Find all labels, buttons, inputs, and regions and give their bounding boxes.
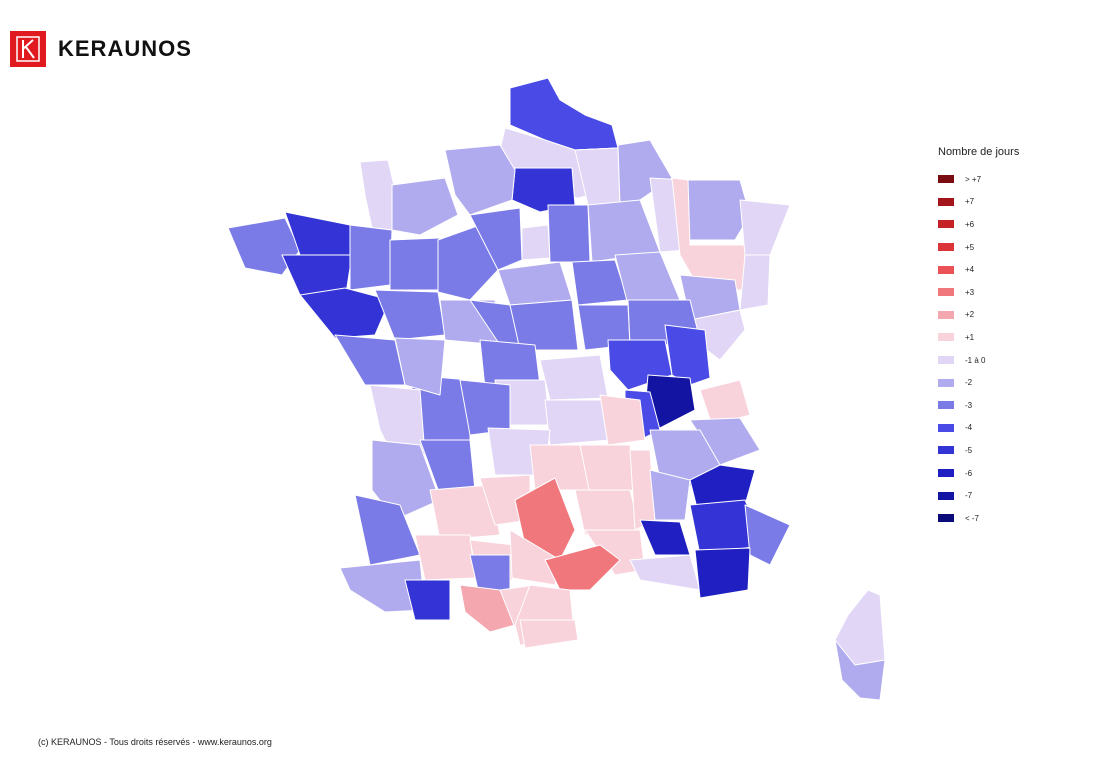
legend-label: -4 (965, 423, 973, 433)
region-lozere (574, 489, 641, 536)
region-bas-rhin (739, 199, 791, 256)
region-dordogne (429, 484, 501, 541)
region-ardeche (629, 449, 656, 531)
region-nord (509, 77, 619, 151)
region-corse-du-sud (834, 639, 886, 701)
legend-item: -7 (938, 484, 1019, 507)
legend-swatch (938, 423, 954, 432)
region-tarn-garonne (469, 554, 511, 591)
legend-item: < -7 (938, 507, 1019, 530)
region-alpes-maritimes (744, 504, 791, 566)
legend-item: > +7 (938, 168, 1019, 191)
legend-label: -6 (965, 468, 973, 478)
region-loire (599, 394, 646, 446)
brand-name: KERAUNOS (58, 36, 192, 61)
legend-label: +5 (965, 242, 975, 252)
legend-item: -3 (938, 394, 1019, 417)
region-jura (664, 324, 711, 386)
legend-label: +4 (965, 265, 975, 275)
region-seine-marne (547, 204, 591, 263)
region-hautes-pyrenees (404, 579, 451, 621)
legend-swatch (938, 288, 954, 297)
region-var (694, 547, 751, 599)
keraunos-logo-icon (10, 31, 46, 67)
legend: Nombre de jours > +7 +7 +6 +5 +4 +3 +2 +1 -1 à 0… (938, 146, 1019, 530)
region-vendee (334, 334, 406, 386)
region-drome (649, 469, 691, 521)
region-bouches-rhone (629, 554, 701, 591)
region-cher (509, 299, 579, 351)
legend-items: > +7 +7 +6 +5 +4 +3 +2 +1 -1 à 0 -2 -3 -4 -5 -6 -7 < -7 (938, 168, 1019, 530)
region-lot-garonne (414, 534, 476, 581)
legend-label: +2 (965, 310, 975, 320)
legend-label: +3 (965, 287, 975, 297)
region-haute-savoie (699, 379, 751, 426)
region-sarthe (437, 224, 499, 301)
region-puy-dome (544, 399, 611, 446)
legend-label: < -7 (965, 513, 980, 523)
legend-label: -5 (965, 445, 973, 455)
legend-label: -3 (965, 400, 973, 410)
legend-swatch (938, 378, 954, 387)
region-normandie-east (444, 144, 516, 216)
keraunos-logo: KERAUNOS (10, 31, 192, 67)
legend-swatch (938, 401, 954, 410)
legend-item: +2 (938, 304, 1019, 327)
legend-label: +7 (965, 197, 975, 207)
region-mayenne (389, 237, 441, 291)
copyright-text: (c) KERAUNOS - Tous droits réservés - ww… (38, 737, 272, 747)
legend-item: +7 (938, 191, 1019, 214)
region-loire-atlantique (299, 287, 391, 339)
legend-label: -2 (965, 378, 973, 388)
legend-item: +4 (938, 258, 1019, 281)
region-vaucluse (639, 519, 691, 556)
legend-swatch (938, 175, 954, 184)
legend-label: +1 (965, 332, 975, 342)
legend-label: +6 (965, 219, 975, 229)
region-normandie-west (391, 177, 459, 236)
legend-swatch (938, 197, 954, 206)
region-allier (539, 354, 609, 401)
legend-title: Nombre de jours (938, 146, 1020, 158)
legend-item: +3 (938, 281, 1019, 304)
legend-label: -7 (965, 491, 973, 501)
region-loiret (497, 261, 573, 306)
legend-swatch (938, 265, 954, 274)
legend-swatch (938, 220, 954, 229)
region-gironde (371, 439, 441, 521)
region-maine-loire (374, 289, 446, 341)
legend-swatch (938, 310, 954, 319)
legend-item: -2 (938, 371, 1019, 394)
legend-item: -6 (938, 462, 1019, 485)
region-haut-rhin (739, 254, 771, 311)
legend-item: -4 (938, 417, 1019, 440)
region-tarn (509, 529, 561, 586)
region-herault (544, 544, 621, 591)
legend-item: +5 (938, 236, 1019, 259)
region-moselle (684, 179, 751, 241)
legend-item: -5 (938, 439, 1019, 462)
region-haute-loire (579, 444, 636, 496)
legend-item: +1 (938, 326, 1019, 349)
legend-swatch (938, 491, 954, 500)
legend-label: -1 à 0 (965, 355, 986, 365)
region-haute-garonne (459, 584, 516, 633)
region-paris (521, 224, 551, 261)
region-manche (359, 159, 396, 233)
region-deux-sevres (394, 337, 446, 396)
legend-swatch (938, 243, 954, 252)
legend-item: -1 à 0 (938, 349, 1019, 372)
legend-label: > +7 (965, 174, 982, 184)
legend-swatch (938, 356, 954, 365)
legend-swatch (938, 446, 954, 455)
region-ille-vilaine (349, 224, 393, 291)
legend-swatch (938, 514, 954, 523)
legend-swatch (938, 469, 954, 478)
legend-swatch (938, 333, 954, 342)
region-pyrenees-orientales (519, 619, 579, 649)
legend-item: +6 (938, 213, 1019, 236)
